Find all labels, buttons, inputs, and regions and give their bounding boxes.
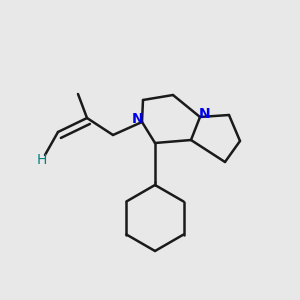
- Text: N: N: [131, 112, 143, 126]
- Text: N: N: [199, 107, 211, 121]
- Text: H: H: [37, 153, 47, 167]
